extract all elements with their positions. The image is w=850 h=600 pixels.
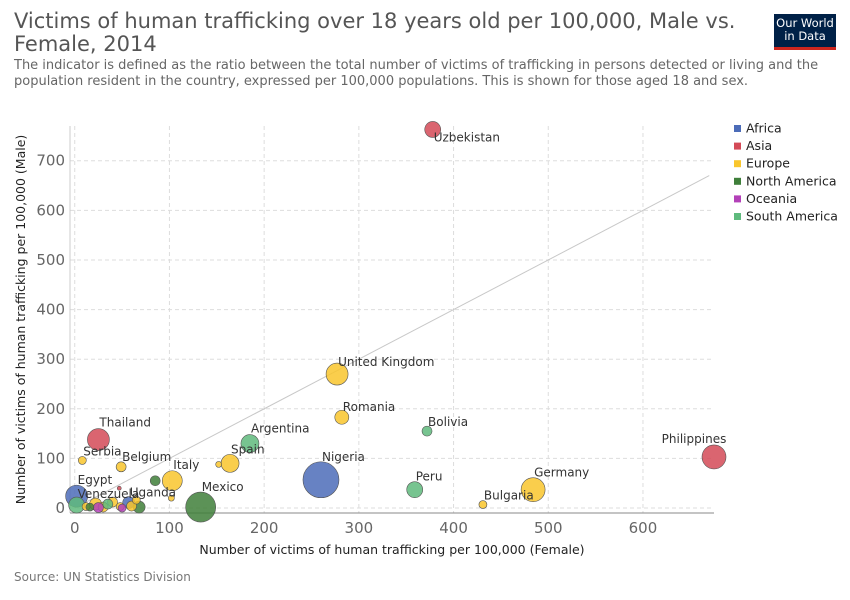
- data-point: [421, 425, 433, 437]
- x-tick-label: 300: [345, 519, 374, 537]
- legend-label: Europe: [746, 156, 790, 171]
- y-tick-label: 400: [36, 301, 65, 319]
- data-point: [325, 362, 349, 386]
- point-label: Bolivia: [428, 415, 468, 429]
- data-point: [87, 428, 110, 451]
- y-tick-label: 600: [36, 201, 65, 219]
- x-tick-label: 500: [534, 519, 563, 537]
- legend-item: Europe: [734, 156, 790, 171]
- point-label: Mexico: [202, 480, 244, 494]
- x-tick-label: 600: [629, 519, 658, 537]
- data-point: [701, 444, 727, 470]
- data-point: [185, 491, 216, 523]
- legend-swatch: [734, 213, 741, 220]
- legend-item: Africa: [734, 121, 782, 136]
- data-points: [65, 121, 727, 523]
- data-point: [85, 502, 95, 512]
- data-point: [478, 500, 488, 509]
- legend-swatch: [734, 195, 741, 203]
- legend-swatch: [734, 142, 741, 150]
- point-label: Peru: [416, 470, 443, 484]
- x-tick-label: 0: [70, 519, 80, 537]
- point-label: United Kingdom: [338, 355, 434, 369]
- chart-title: Victims of human trafficking over 18 yea…: [14, 9, 736, 56]
- data-point: [93, 502, 104, 513]
- legend-swatch: [734, 160, 741, 168]
- x-tick-label: 100: [155, 519, 184, 537]
- data-point: [116, 485, 122, 491]
- logo-underline: [774, 47, 836, 50]
- y-tick-label: 500: [36, 251, 65, 269]
- legend-label: South America: [746, 209, 838, 224]
- data-point: [302, 461, 340, 499]
- x-tick-label: 200: [250, 519, 279, 537]
- data-point: [115, 461, 127, 473]
- logo-line-1: Our World: [776, 16, 834, 30]
- data-point: [102, 498, 114, 510]
- data-point: [161, 470, 183, 492]
- legend-label: Africa: [746, 121, 782, 136]
- data-point: [406, 481, 424, 498]
- data-point: [131, 495, 141, 505]
- y-axis-title: Number of victims of human trafficking p…: [13, 135, 28, 505]
- y-tick-label: 0: [55, 499, 65, 517]
- point-label: Argentina: [251, 422, 310, 436]
- point-label: Belgium: [122, 450, 171, 464]
- point-label: Italy: [173, 458, 199, 472]
- grid: [70, 126, 714, 513]
- data-point: [149, 475, 161, 487]
- point-label: Romania: [343, 400, 395, 414]
- point-label: Venezuela: [78, 487, 140, 501]
- legend: Africa Asia Europe North America Oceania Sout…: [734, 121, 838, 224]
- legend-item: Oceania: [734, 191, 797, 206]
- data-point: [424, 121, 442, 138]
- y-tick-label: 100: [36, 449, 65, 467]
- point-label: Uganda: [130, 486, 176, 500]
- point-label: Germany: [534, 466, 589, 480]
- legend-item: North America: [734, 173, 837, 188]
- legend-label: Asia: [746, 138, 772, 153]
- data-point: [334, 409, 350, 425]
- data-point: [240, 434, 260, 453]
- legend-item: Asia: [734, 138, 772, 153]
- data-point: [215, 461, 222, 468]
- y-tick-label: 300: [36, 350, 65, 368]
- point-labels: Uzbekistan United Kingdom Romania Bolivia Ph…: [78, 130, 727, 502]
- source-note: Source: UN Statistics Division: [14, 570, 191, 584]
- legend-swatch: [734, 177, 741, 185]
- legend-label: North America: [746, 173, 837, 188]
- point-label: Egypt: [78, 473, 113, 487]
- point-label: Thailand: [98, 416, 151, 430]
- data-point: [220, 454, 240, 473]
- legend-item: South America: [734, 209, 838, 224]
- axes: 0 100 200 300 400 500 600 0 100 200 300 400 500 600 70…: [13, 126, 714, 557]
- data-point: [520, 477, 546, 502]
- y-tick-label: 200: [36, 400, 65, 418]
- data-point: [78, 456, 87, 465]
- point-label: Uzbekistan: [434, 130, 500, 144]
- x-axis-title: Number of victims of human trafficking p…: [199, 542, 584, 557]
- diagonal-line: [74, 175, 710, 509]
- point-label: Spain: [231, 442, 265, 456]
- legend-swatch: [734, 125, 741, 132]
- point-label: Philippines: [662, 432, 727, 446]
- point-label: Bulgaria: [484, 489, 534, 503]
- data-point: [117, 503, 127, 513]
- legend-label: Oceania: [746, 191, 797, 206]
- reference-line: [74, 175, 710, 509]
- logo-line-2: in Data: [784, 29, 826, 43]
- owid-logo[interactable]: Our World in Data: [774, 14, 836, 50]
- y-tick-label: 700: [36, 152, 65, 170]
- point-label: Nigeria: [322, 450, 365, 464]
- data-point: [168, 494, 175, 502]
- chart-subtitle: The indicator is defined as the ratio be…: [14, 58, 819, 89]
- point-label: Serbia: [83, 444, 121, 458]
- x-tick-label: 400: [439, 519, 468, 537]
